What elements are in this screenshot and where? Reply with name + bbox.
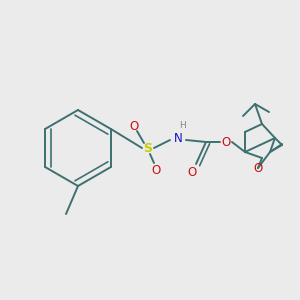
Text: O: O [221,136,231,148]
Text: N: N [174,131,182,145]
Text: O: O [254,161,262,175]
Text: O: O [129,119,139,133]
Text: O: O [188,166,196,178]
Text: H: H [180,122,186,130]
Text: O: O [152,164,160,176]
Text: S: S [143,142,152,154]
